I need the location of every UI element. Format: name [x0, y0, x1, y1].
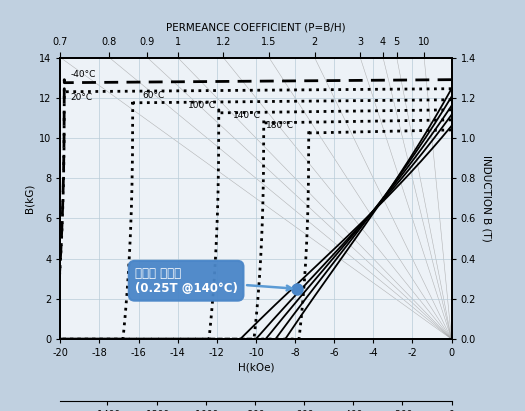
Text: -40°C: -40°C — [70, 70, 96, 79]
Y-axis label: B(kG): B(kG) — [25, 184, 35, 213]
Y-axis label: INDUCTION B (T): INDUCTION B (T) — [481, 155, 491, 242]
Text: 60°C: 60°C — [142, 91, 165, 100]
Text: 불가역 감자점
(0.25T @140°C): 불가역 감자점 (0.25T @140°C) — [135, 267, 291, 295]
Text: 180°C: 180°C — [266, 121, 293, 130]
Text: 20°C: 20°C — [70, 93, 92, 102]
Text: 100°C: 100°C — [187, 101, 215, 110]
X-axis label: PERMEANCE COEFFICIENT (P=B/H): PERMEANCE COEFFICIENT (P=B/H) — [166, 22, 346, 32]
X-axis label: H(kOe): H(kOe) — [238, 362, 274, 372]
Text: 140°C: 140°C — [233, 111, 260, 120]
